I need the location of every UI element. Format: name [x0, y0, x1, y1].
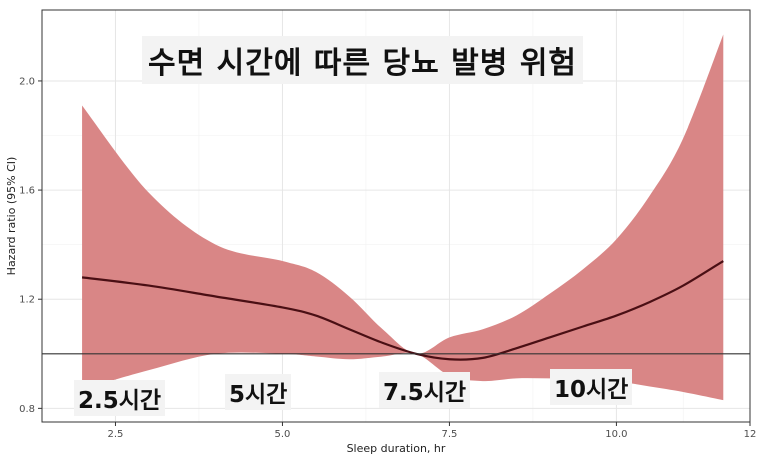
x-tick-label: 7.5	[441, 429, 457, 440]
annotation-10h: 10시간	[550, 369, 633, 405]
x-tick-label: 2.5	[108, 429, 124, 440]
annotation-5h: 5시간	[225, 374, 292, 410]
y-tick-label: 1.6	[19, 186, 35, 197]
x-tick-label: 12	[744, 429, 757, 440]
x-tick-label: 10.0	[605, 429, 627, 440]
annotation-7-5h: 7.5시간	[379, 372, 471, 408]
y-tick-label: 1.2	[19, 295, 35, 306]
y-tick-label: 2.0	[19, 76, 35, 87]
chart-title: 수면 시간에 따른 당뇨 발병 위험	[142, 36, 584, 84]
y-tick-label: 0.8	[19, 404, 35, 415]
plot-border	[41, 9, 751, 423]
ci-band-0	[82, 34, 724, 401]
y-axis-title: Hazard ratio (95% CI)	[5, 157, 18, 276]
x-tick-label: 5.0	[274, 429, 290, 440]
annotation-2-5h: 2.5시간	[74, 380, 166, 416]
x-axis-title: Sleep duration, hr	[347, 442, 446, 455]
hazard-line-0	[81, 260, 724, 361]
